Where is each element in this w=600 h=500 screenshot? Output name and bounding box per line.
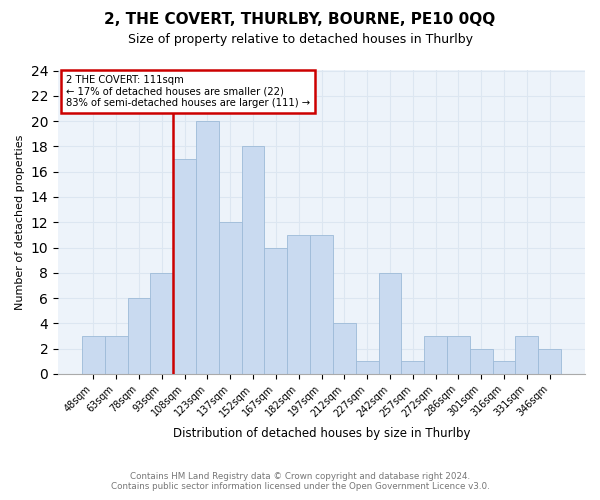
Text: Size of property relative to detached houses in Thurlby: Size of property relative to detached ho… <box>128 32 473 46</box>
Bar <box>105 336 128 374</box>
Bar <box>356 362 379 374</box>
Bar <box>538 348 561 374</box>
Bar <box>424 336 447 374</box>
Bar <box>173 159 196 374</box>
Bar <box>333 324 356 374</box>
Bar <box>196 121 219 374</box>
Bar <box>493 362 515 374</box>
Text: 2 THE COVERT: 111sqm
← 17% of detached houses are smaller (22)
83% of semi-detac: 2 THE COVERT: 111sqm ← 17% of detached h… <box>66 75 310 108</box>
Bar <box>379 273 401 374</box>
Bar <box>470 348 493 374</box>
Bar <box>515 336 538 374</box>
Bar <box>265 248 287 374</box>
Text: Contains HM Land Registry data © Crown copyright and database right 2024.
Contai: Contains HM Land Registry data © Crown c… <box>110 472 490 491</box>
Bar <box>401 362 424 374</box>
Bar <box>219 222 242 374</box>
X-axis label: Distribution of detached houses by size in Thurlby: Distribution of detached houses by size … <box>173 427 470 440</box>
Y-axis label: Number of detached properties: Number of detached properties <box>15 134 25 310</box>
Bar <box>287 235 310 374</box>
Bar <box>128 298 151 374</box>
Bar <box>242 146 265 374</box>
Bar <box>151 273 173 374</box>
Text: 2, THE COVERT, THURLBY, BOURNE, PE10 0QQ: 2, THE COVERT, THURLBY, BOURNE, PE10 0QQ <box>104 12 496 28</box>
Bar <box>447 336 470 374</box>
Bar <box>82 336 105 374</box>
Bar <box>310 235 333 374</box>
